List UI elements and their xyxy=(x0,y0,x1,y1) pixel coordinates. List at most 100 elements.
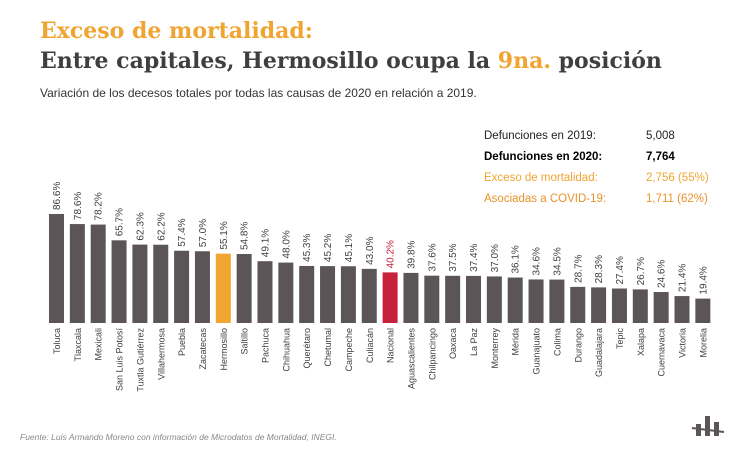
stat-label: Defunciones en 2019: xyxy=(484,130,596,142)
category-label-tlaxcala: Tlaxcala xyxy=(73,328,83,362)
category-label-pachuca: Pachuca xyxy=(261,328,271,363)
stat-label: Defunciones en 2020: xyxy=(484,151,603,163)
bar-colima xyxy=(549,279,565,323)
value-label-aguascalientes: 39.8% xyxy=(406,240,417,268)
category-label-hermosillo: Hermosillo xyxy=(219,328,229,371)
category-label-zacatecas: Zacatecas xyxy=(198,328,208,370)
chart-description: Variación de los decesos totales por tod… xyxy=(40,86,477,100)
bar-tuxtla-gutierrez xyxy=(132,244,148,323)
category-label-victoria: Victoria xyxy=(678,328,688,358)
value-label-culiacan: 43.0% xyxy=(365,236,376,264)
category-label-xalapa: Xalapa xyxy=(636,328,646,356)
value-label-oaxaca: 37.5% xyxy=(448,243,459,271)
category-label-culiacan: Culiacán xyxy=(365,328,375,363)
value-label-puebla: 57.4% xyxy=(177,218,188,246)
value-label-pachuca: 49.1% xyxy=(261,229,272,257)
bar-tlaxcala xyxy=(69,224,85,323)
bar-villahermosa xyxy=(153,244,169,323)
bar-chilpancingo xyxy=(424,275,440,323)
category-label-nacional: Nacional xyxy=(386,328,396,363)
value-label-nacional: 40.2% xyxy=(386,240,397,268)
bar-mexicali xyxy=(90,224,106,323)
bar-puebla xyxy=(174,250,190,323)
category-label-cuernavaca: Cuernavaca xyxy=(657,328,667,377)
category-label-guadalajara: Guadalajara xyxy=(594,328,604,377)
category-label-guanajuato: Guanajuato xyxy=(532,328,542,375)
bar-morelia xyxy=(695,298,711,323)
bar-monterrey xyxy=(486,276,502,323)
bar-campeche xyxy=(340,266,356,323)
stat-row-deaths-2019: Defunciones en 2019: 5,008 xyxy=(484,126,724,147)
bar-chihuahua xyxy=(278,262,294,323)
category-label-merida: Mérida xyxy=(511,328,521,356)
logo-icon xyxy=(691,416,725,436)
category-label-chetumal: Chetumal xyxy=(323,328,333,367)
category-label-mexicali: Mexicali xyxy=(94,328,104,361)
value-label-merida: 36.1% xyxy=(511,245,522,273)
stat-label: Asociadas a COVID-19: xyxy=(484,193,607,205)
bar-pachuca xyxy=(257,261,273,323)
value-label-victoria: 21.4% xyxy=(678,264,689,292)
value-label-saltillo: 54.8% xyxy=(240,222,251,250)
value-label-villahermosa: 62.2% xyxy=(156,212,167,240)
bar-durango xyxy=(570,286,586,323)
category-label-villahermosa: Villahermosa xyxy=(156,328,166,380)
category-label-la-paz: La Paz xyxy=(469,328,479,357)
value-label-tepic: 27.4% xyxy=(615,256,626,284)
bar-la-paz xyxy=(466,275,481,323)
stat-row-excess-mortality: Exceso de mortalidad: 2,756 (55%) xyxy=(484,168,724,189)
value-label-colima: 34.5% xyxy=(552,247,563,275)
category-label-toluca: Toluca xyxy=(52,328,62,354)
value-label-cuernavaca: 24.6% xyxy=(657,260,668,288)
value-label-monterrey: 37.0% xyxy=(490,244,501,272)
bar-merida xyxy=(507,277,523,323)
category-label-durango: Durango xyxy=(573,328,583,363)
category-label-chihuahua: Chihuahua xyxy=(281,328,291,372)
bar-victoria xyxy=(674,296,690,323)
value-label-campeche: 45.1% xyxy=(344,234,355,262)
stat-value: 1,711 (62%) xyxy=(646,193,708,205)
headline-prefix: Entre capitales, Hermosillo ocupa la xyxy=(40,48,498,74)
bar-oaxaca xyxy=(445,275,461,323)
category-label-queretaro: Querétaro xyxy=(302,328,312,369)
category-label-san-luis-potosi: San Luis Potosí xyxy=(115,328,125,392)
category-label-monterrey: Monterrey xyxy=(490,328,500,369)
bar-saltillo xyxy=(236,254,252,323)
category-label-morelia: Morelia xyxy=(698,328,708,358)
stat-label: Exceso de mortalidad: xyxy=(484,172,598,184)
source-note: Fuente: Luis Armando Moreno con informac… xyxy=(20,432,337,442)
value-label-durango: 28.7% xyxy=(573,254,584,282)
bar-hermosillo xyxy=(215,253,231,323)
stat-value: 2,756 (55%) xyxy=(646,172,709,184)
stat-row-deaths-2020: Defunciones en 2020: 7,764 xyxy=(484,147,724,168)
bar-queretaro xyxy=(299,265,315,323)
value-label-chihuahua: 48.0% xyxy=(281,230,292,258)
category-label-campeche: Campeche xyxy=(344,328,354,372)
category-label-tuxtla-gutierrez: Tuxtla Gutiérrez xyxy=(135,328,145,392)
value-label-guanajuato: 34.6% xyxy=(532,247,543,275)
value-label-chetumal: 45.2% xyxy=(323,234,334,262)
value-label-san-luis-potosi: 65.7% xyxy=(115,208,126,236)
value-label-toluca: 86.6% xyxy=(52,182,63,210)
chart-title: Exceso de mortalidad: xyxy=(40,18,313,44)
category-label-aguascalientes: Aguascalientes xyxy=(406,328,416,390)
stats-panel: Defunciones en 2019: 5,008 Defunciones en… xyxy=(484,126,724,210)
bar-guadalajara xyxy=(591,287,607,323)
value-label-la-paz: 37.4% xyxy=(469,243,480,271)
bar-tepic xyxy=(611,288,627,323)
value-label-zacatecas: 57.0% xyxy=(198,219,209,247)
bar-san-luis-potosi xyxy=(111,240,127,323)
bar-guanajuato xyxy=(528,279,544,323)
stat-value: 7,764 xyxy=(646,151,675,163)
bar-zacatecas xyxy=(194,251,210,323)
category-label-saltillo: Saltillo xyxy=(240,328,250,355)
chart-subtitle-headline: Entre capitales, Hermosillo ocupa la 9na… xyxy=(40,48,662,74)
bar-aguascalientes xyxy=(403,272,419,323)
value-label-guadalajara: 28.3% xyxy=(594,255,605,283)
value-label-xalapa: 26.7% xyxy=(636,257,647,285)
bar-toluca xyxy=(49,214,64,323)
value-label-queretaro: 45.3% xyxy=(302,234,313,262)
bar-culiacan xyxy=(361,268,377,323)
headline-suffix: posición xyxy=(551,48,662,74)
value-label-morelia: 19.4% xyxy=(698,266,709,294)
